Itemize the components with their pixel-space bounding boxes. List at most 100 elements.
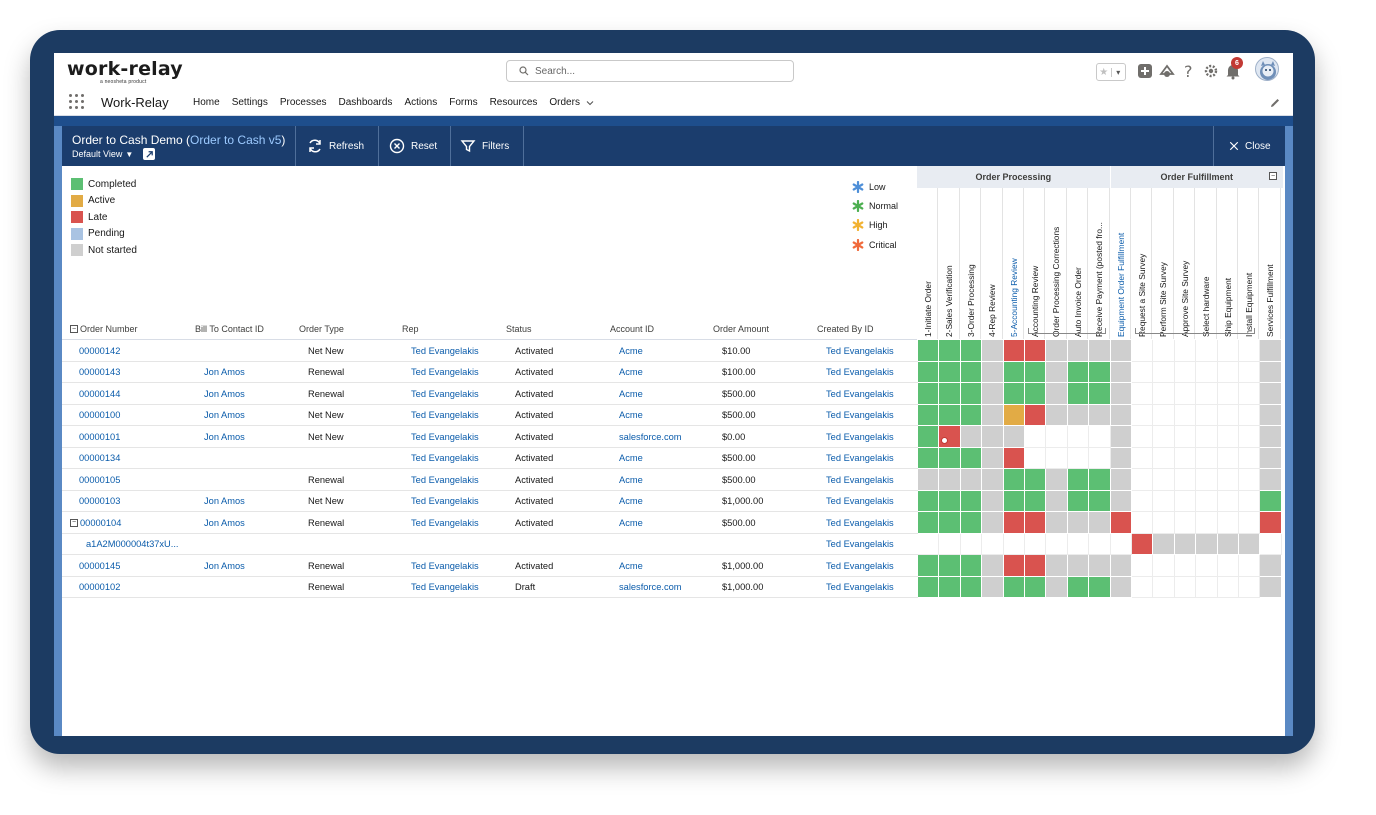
stage-status-cell[interactable] [1089,576,1111,598]
cell-account[interactable]: Acme [619,469,643,490]
stage-status-cell[interactable] [982,576,1004,598]
app-launcher-icon[interactable] [69,94,85,110]
cell-contact[interactable]: Jon Amos [204,555,245,576]
stage-status-cell[interactable] [918,555,940,577]
stage-status-cell[interactable] [960,447,983,469]
stage-status-cell[interactable] [960,512,983,534]
stage-status-cell[interactable] [960,426,983,448]
stage-status-cell[interactable] [939,426,961,448]
global-search[interactable] [506,60,794,82]
stage-status-cell[interactable] [1110,512,1132,534]
process-version-link[interactable]: Order to Cash v5 [190,133,282,147]
column-header-account-id[interactable]: Account ID [610,318,654,340]
stage-status-cell[interactable] [982,340,1004,362]
table-row[interactable]: 00000144 Jon Amos Renewal Ted Evangelakis Ac… [62,383,918,405]
stage-column[interactable]: Accounting Review [1024,188,1046,339]
stage-status-cell[interactable] [918,383,940,405]
cell-account[interactable]: salesforce.com [619,577,682,598]
cell-contact[interactable]: Jon Amos [204,405,245,426]
reset-button[interactable]: Reset [389,126,437,166]
collapse-row-icon[interactable]: − [70,518,78,527]
view-selector[interactable]: Default View ▼ [72,148,156,160]
stage-status-cell[interactable] [1003,404,1025,426]
stage-status-cell[interactable] [1067,512,1090,534]
cell-contact[interactable]: Jon Amos [204,383,245,404]
cell-account[interactable]: Acme [619,491,643,512]
stage-column[interactable]: 1-Initiate Order [917,188,939,339]
stage-status-cell[interactable] [1089,361,1111,383]
stage-status-cell[interactable] [1003,555,1025,577]
stage-status-cell[interactable] [1089,404,1111,426]
stage-status-cell[interactable] [1260,576,1282,598]
cell-created[interactable]: Ted Evangelakis [826,448,894,469]
cell-order[interactable]: 00000143 [79,362,120,383]
stage-status-cell[interactable] [1025,490,1047,512]
edit-nav-pencil-icon[interactable] [1269,97,1281,109]
search-input[interactable] [535,64,785,78]
cell-account[interactable]: Acme [619,512,643,533]
stage-status-cell[interactable] [918,469,940,491]
cell-created[interactable]: Ted Evangelakis [826,383,894,404]
table-row[interactable]: 00000100 Jon Amos Net New Ted Evangelakis Ac… [62,405,918,426]
cell-contact[interactable]: Jon Amos [204,491,245,512]
stage-status-cell[interactable] [939,490,961,512]
stage-column[interactable]: Install Equipment [1238,188,1260,339]
stage-status-cell[interactable] [918,576,940,598]
stage-status-cell[interactable] [1110,426,1132,448]
stage-status-cell[interactable] [982,447,1004,469]
stage-status-cell[interactable] [1110,340,1132,362]
favorites-control[interactable]: ★ ▾ [1096,63,1126,81]
column-header-status[interactable]: Status [506,318,532,340]
stage-status-cell[interactable] [1089,383,1111,405]
add-icon[interactable] [1136,60,1154,82]
cell-order[interactable]: 00000142 [79,340,120,361]
collapse-all-icon[interactable]: − [70,325,78,333]
stage-status-cell[interactable] [982,426,1004,448]
table-row[interactable]: −00000104 Jon Amos Renewal Ted Evangelakis A… [62,512,918,534]
table-row[interactable]: 00000134 Ted Evangelakis Activated Acme $500… [62,448,918,469]
close-button[interactable]: Close [1228,126,1271,166]
stage-status-cell[interactable] [1025,576,1047,598]
cell-order[interactable]: −00000104 [70,512,121,533]
cell-rep[interactable]: Ted Evangelakis [411,577,479,598]
cell-rep[interactable]: Ted Evangelakis [411,405,479,426]
nav-item-orders[interactable]: Orders [549,97,594,108]
stage-status-cell[interactable] [918,426,940,448]
stage-status-cell[interactable] [982,361,1004,383]
stage-status-cell[interactable] [1046,340,1068,362]
stage-status-cell[interactable] [1046,361,1068,383]
stage-status-cell[interactable] [982,490,1004,512]
stage-status-cell[interactable] [1089,490,1111,512]
cell-created[interactable]: Ted Evangelakis [826,555,894,576]
stage-status-cell[interactable] [1067,340,1090,362]
cell-account[interactable]: Acme [619,448,643,469]
stage-status-cell[interactable] [918,340,940,362]
stage-status-cell[interactable] [1025,383,1047,405]
table-row[interactable]: 00000142 Net New Ted Evangelakis Activated A… [62,340,918,362]
work-relay-logo[interactable]: work-relay a neosheta product [67,58,197,86]
stage-status-cell[interactable] [1003,383,1025,405]
chevron-down-icon[interactable] [586,99,594,107]
stage-status-cell[interactable] [1260,447,1282,469]
stage-column[interactable]: 3-Order Processing [960,188,982,339]
stage-status-cell[interactable] [1174,533,1197,555]
stage-status-cell[interactable] [1110,576,1132,598]
table-row[interactable]: 00000102 Renewal Ted Evangelakis Draft sales… [62,577,918,598]
stage-status-cell[interactable] [1239,533,1261,555]
cell-account[interactable]: Acme [619,555,643,576]
table-row[interactable]: 00000105 Renewal Ted Evangelakis Activated A… [62,469,918,491]
popout-icon[interactable] [143,148,156,160]
table-row[interactable]: a1A2M000004t37xU... Ted Evangelakis [62,534,918,555]
cell-order[interactable]: 00000134 [79,448,120,469]
cell-created[interactable]: Ted Evangelakis [826,512,894,533]
cell-rep[interactable]: Ted Evangelakis [411,469,479,490]
column-header-order-number[interactable]: − Order Number [70,318,138,340]
stage-status-cell[interactable] [1260,555,1282,577]
cell-account[interactable]: Acme [619,340,643,361]
cell-rep[interactable]: Ted Evangelakis [411,555,479,576]
refresh-button[interactable]: Refresh [307,126,364,166]
collapse-group-icon[interactable]: − [1269,172,1277,180]
stage-status-cell[interactable] [1110,447,1132,469]
stage-status-cell[interactable] [1260,490,1282,512]
stage-status-cell[interactable] [1003,340,1025,362]
